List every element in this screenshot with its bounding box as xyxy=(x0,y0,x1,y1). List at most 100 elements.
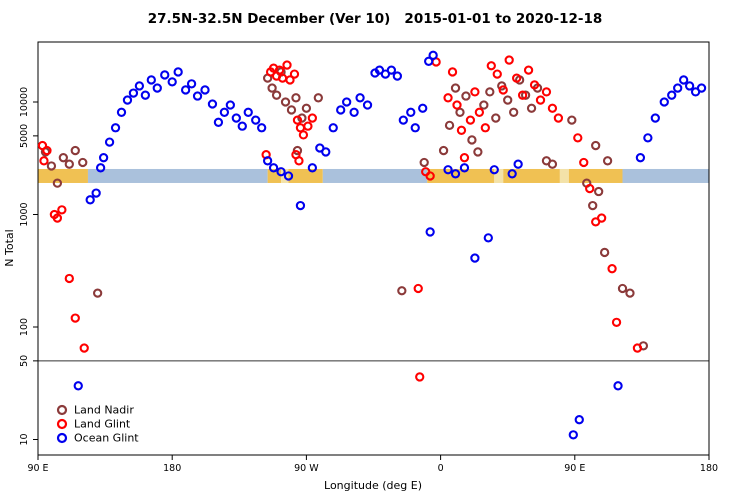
point-land-nadir xyxy=(485,87,495,97)
point-land-glint xyxy=(607,264,617,274)
x-tick-label: 90 E xyxy=(564,463,585,474)
surface-band-segment-land xyxy=(503,168,560,183)
point-land-nadir xyxy=(301,103,312,113)
point-land-nadir xyxy=(70,145,80,156)
point-land-glint xyxy=(79,343,89,353)
legend-marker-ocean-glint xyxy=(56,432,68,444)
point-ocean-glint xyxy=(696,83,707,93)
point-ocean-glint xyxy=(679,75,689,85)
point-ocean-glint xyxy=(406,107,416,117)
surface-band-segment-land xyxy=(427,168,495,183)
point-ocean-glint xyxy=(613,381,623,391)
data-points-layer xyxy=(37,50,707,440)
point-land-nadir xyxy=(313,93,323,103)
point-ocean-glint xyxy=(483,233,493,243)
point-land-nadir xyxy=(397,286,407,296)
point-land-glint xyxy=(415,372,425,382)
point-land-glint xyxy=(541,87,552,97)
point-ocean-glint xyxy=(207,99,218,109)
point-land-nadir xyxy=(58,153,68,163)
point-land-glint xyxy=(547,103,558,113)
point-ocean-glint xyxy=(667,90,677,100)
point-land-nadir xyxy=(461,91,471,101)
point-land-nadir xyxy=(625,288,635,298)
point-land-nadir xyxy=(444,120,455,131)
point-ocean-glint xyxy=(192,91,203,101)
point-ocean-glint xyxy=(276,167,286,177)
legend-marker-land-glint xyxy=(56,418,68,430)
point-ocean-glint xyxy=(140,90,151,100)
point-ocean-glint xyxy=(283,171,294,181)
point-ocean-glint xyxy=(355,93,365,103)
x-axis: 90 E 180 90 W 0 90 E 180 xyxy=(27,455,718,474)
point-land-nadir xyxy=(286,105,297,115)
point-land-nadir xyxy=(92,288,103,298)
point-land-glint xyxy=(274,65,285,75)
legend-label-land-nadir: Land Nadir xyxy=(74,404,134,417)
point-land-nadir xyxy=(419,157,429,168)
point-land-glint xyxy=(585,183,595,194)
point-land-nadir xyxy=(64,159,74,169)
point-ocean-glint xyxy=(392,71,403,81)
point-ocean-glint xyxy=(251,115,261,125)
surface-type-band xyxy=(38,168,709,183)
y-tick-label: 5000 xyxy=(19,124,30,148)
y-axis-label: N Total xyxy=(3,229,16,266)
series-ocean-glint xyxy=(73,50,707,440)
x-tick-label: 90 E xyxy=(27,463,48,474)
point-land-nadir xyxy=(602,156,613,166)
point-land-nadir xyxy=(280,97,291,107)
point-ocean-glint xyxy=(128,88,139,98)
point-land-nadir xyxy=(450,83,461,93)
point-land-glint xyxy=(529,80,540,90)
point-ocean-glint xyxy=(386,65,397,75)
point-ocean-glint xyxy=(489,165,499,175)
surface-band-segment-mixed xyxy=(494,168,504,183)
point-land-glint xyxy=(456,125,467,135)
surface-band-segment-land xyxy=(288,168,323,183)
point-ocean-glint xyxy=(513,159,523,169)
point-land-nadir xyxy=(509,107,519,117)
surface-band-segment-ocean xyxy=(87,168,268,183)
legend-label-ocean-glint: Ocean Glint xyxy=(74,432,139,445)
point-land-glint xyxy=(511,73,522,83)
point-land-glint xyxy=(303,121,313,131)
point-land-glint xyxy=(298,130,309,140)
point-ocean-glint xyxy=(104,137,115,147)
point-land-glint xyxy=(39,156,49,166)
point-ocean-glint xyxy=(428,50,438,60)
surface-band-segment-mixed xyxy=(559,168,569,183)
point-ocean-glint xyxy=(167,77,177,87)
point-land-nadir xyxy=(526,103,537,113)
point-ocean-glint xyxy=(173,67,183,77)
point-ocean-glint xyxy=(349,107,359,117)
point-land-nadir xyxy=(599,247,610,258)
point-land-nadir xyxy=(594,186,604,197)
point-land-glint xyxy=(413,283,423,294)
point-ocean-glint xyxy=(160,70,170,80)
point-land-nadir xyxy=(455,107,465,117)
point-land-glint xyxy=(42,145,52,156)
point-ocean-glint xyxy=(307,163,318,173)
point-ocean-glint xyxy=(643,133,653,143)
point-ocean-glint xyxy=(237,121,247,131)
y-tick-label: 50 xyxy=(19,355,30,367)
point-land-nadir xyxy=(617,283,628,294)
point-ocean-glint xyxy=(418,103,428,113)
point-land-glint xyxy=(492,69,502,79)
point-ocean-glint xyxy=(116,107,127,117)
point-land-glint xyxy=(285,75,295,85)
point-land-glint xyxy=(459,153,470,163)
point-land-glint xyxy=(611,317,622,327)
point-ocean-glint xyxy=(295,200,306,211)
x-tick-label: 180 xyxy=(163,463,181,474)
x-tick-label: 0 xyxy=(438,463,444,474)
point-land-nadir xyxy=(547,159,558,169)
surface-band-segment-land xyxy=(38,168,88,183)
point-ocean-glint xyxy=(268,163,279,173)
point-ocean-glint xyxy=(659,97,669,107)
point-ocean-glint xyxy=(257,123,267,133)
point-land-glint xyxy=(294,156,304,166)
